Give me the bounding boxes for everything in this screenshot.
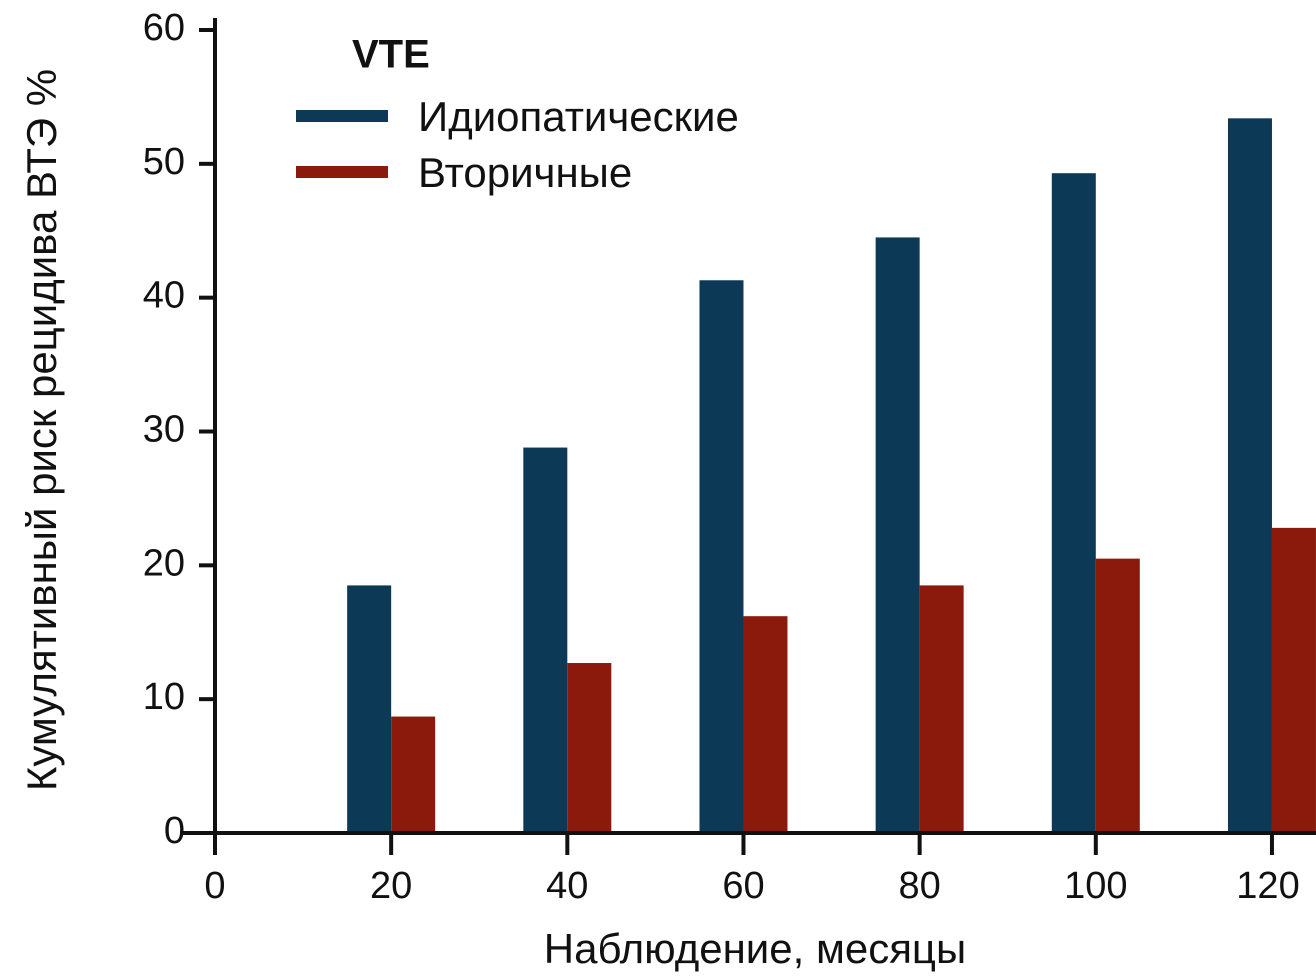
bar xyxy=(743,616,788,833)
bar xyxy=(875,237,920,834)
x-tick-label: 60 xyxy=(722,865,764,907)
y-tick-label: 30 xyxy=(143,409,185,451)
y-tick-label: 60 xyxy=(143,7,185,49)
bar xyxy=(391,716,436,833)
bar xyxy=(1271,527,1316,833)
bar xyxy=(1051,173,1096,833)
x-tick-label: 80 xyxy=(898,865,940,907)
x-tick-label: 40 xyxy=(546,865,588,907)
legend-title: VTE xyxy=(352,33,430,77)
legend-label: Вторичные xyxy=(418,149,632,196)
y-tick-label: 0 xyxy=(164,810,185,852)
x-tick-label: 120 xyxy=(1236,865,1299,907)
bar xyxy=(347,585,392,833)
legend-label: Идиопатические xyxy=(418,93,739,140)
bar xyxy=(523,447,568,833)
y-axis-label: Кумулятивный риск рецидива ВТЭ % xyxy=(18,69,65,791)
bar xyxy=(699,280,744,834)
y-tick-label: 10 xyxy=(143,676,185,718)
y-tick-label: 50 xyxy=(143,141,185,183)
bar xyxy=(919,585,964,833)
x-tick-label: 100 xyxy=(1064,865,1127,907)
bar xyxy=(1227,118,1272,833)
y-tick-label: 20 xyxy=(143,542,185,584)
bar xyxy=(1095,558,1140,833)
bar xyxy=(567,663,612,833)
x-tick-label: 20 xyxy=(370,865,412,907)
x-tick-label: 0 xyxy=(204,865,225,907)
y-tick-label: 40 xyxy=(143,275,185,317)
x-axis-label: Наблюдение, месяцы xyxy=(544,925,966,972)
